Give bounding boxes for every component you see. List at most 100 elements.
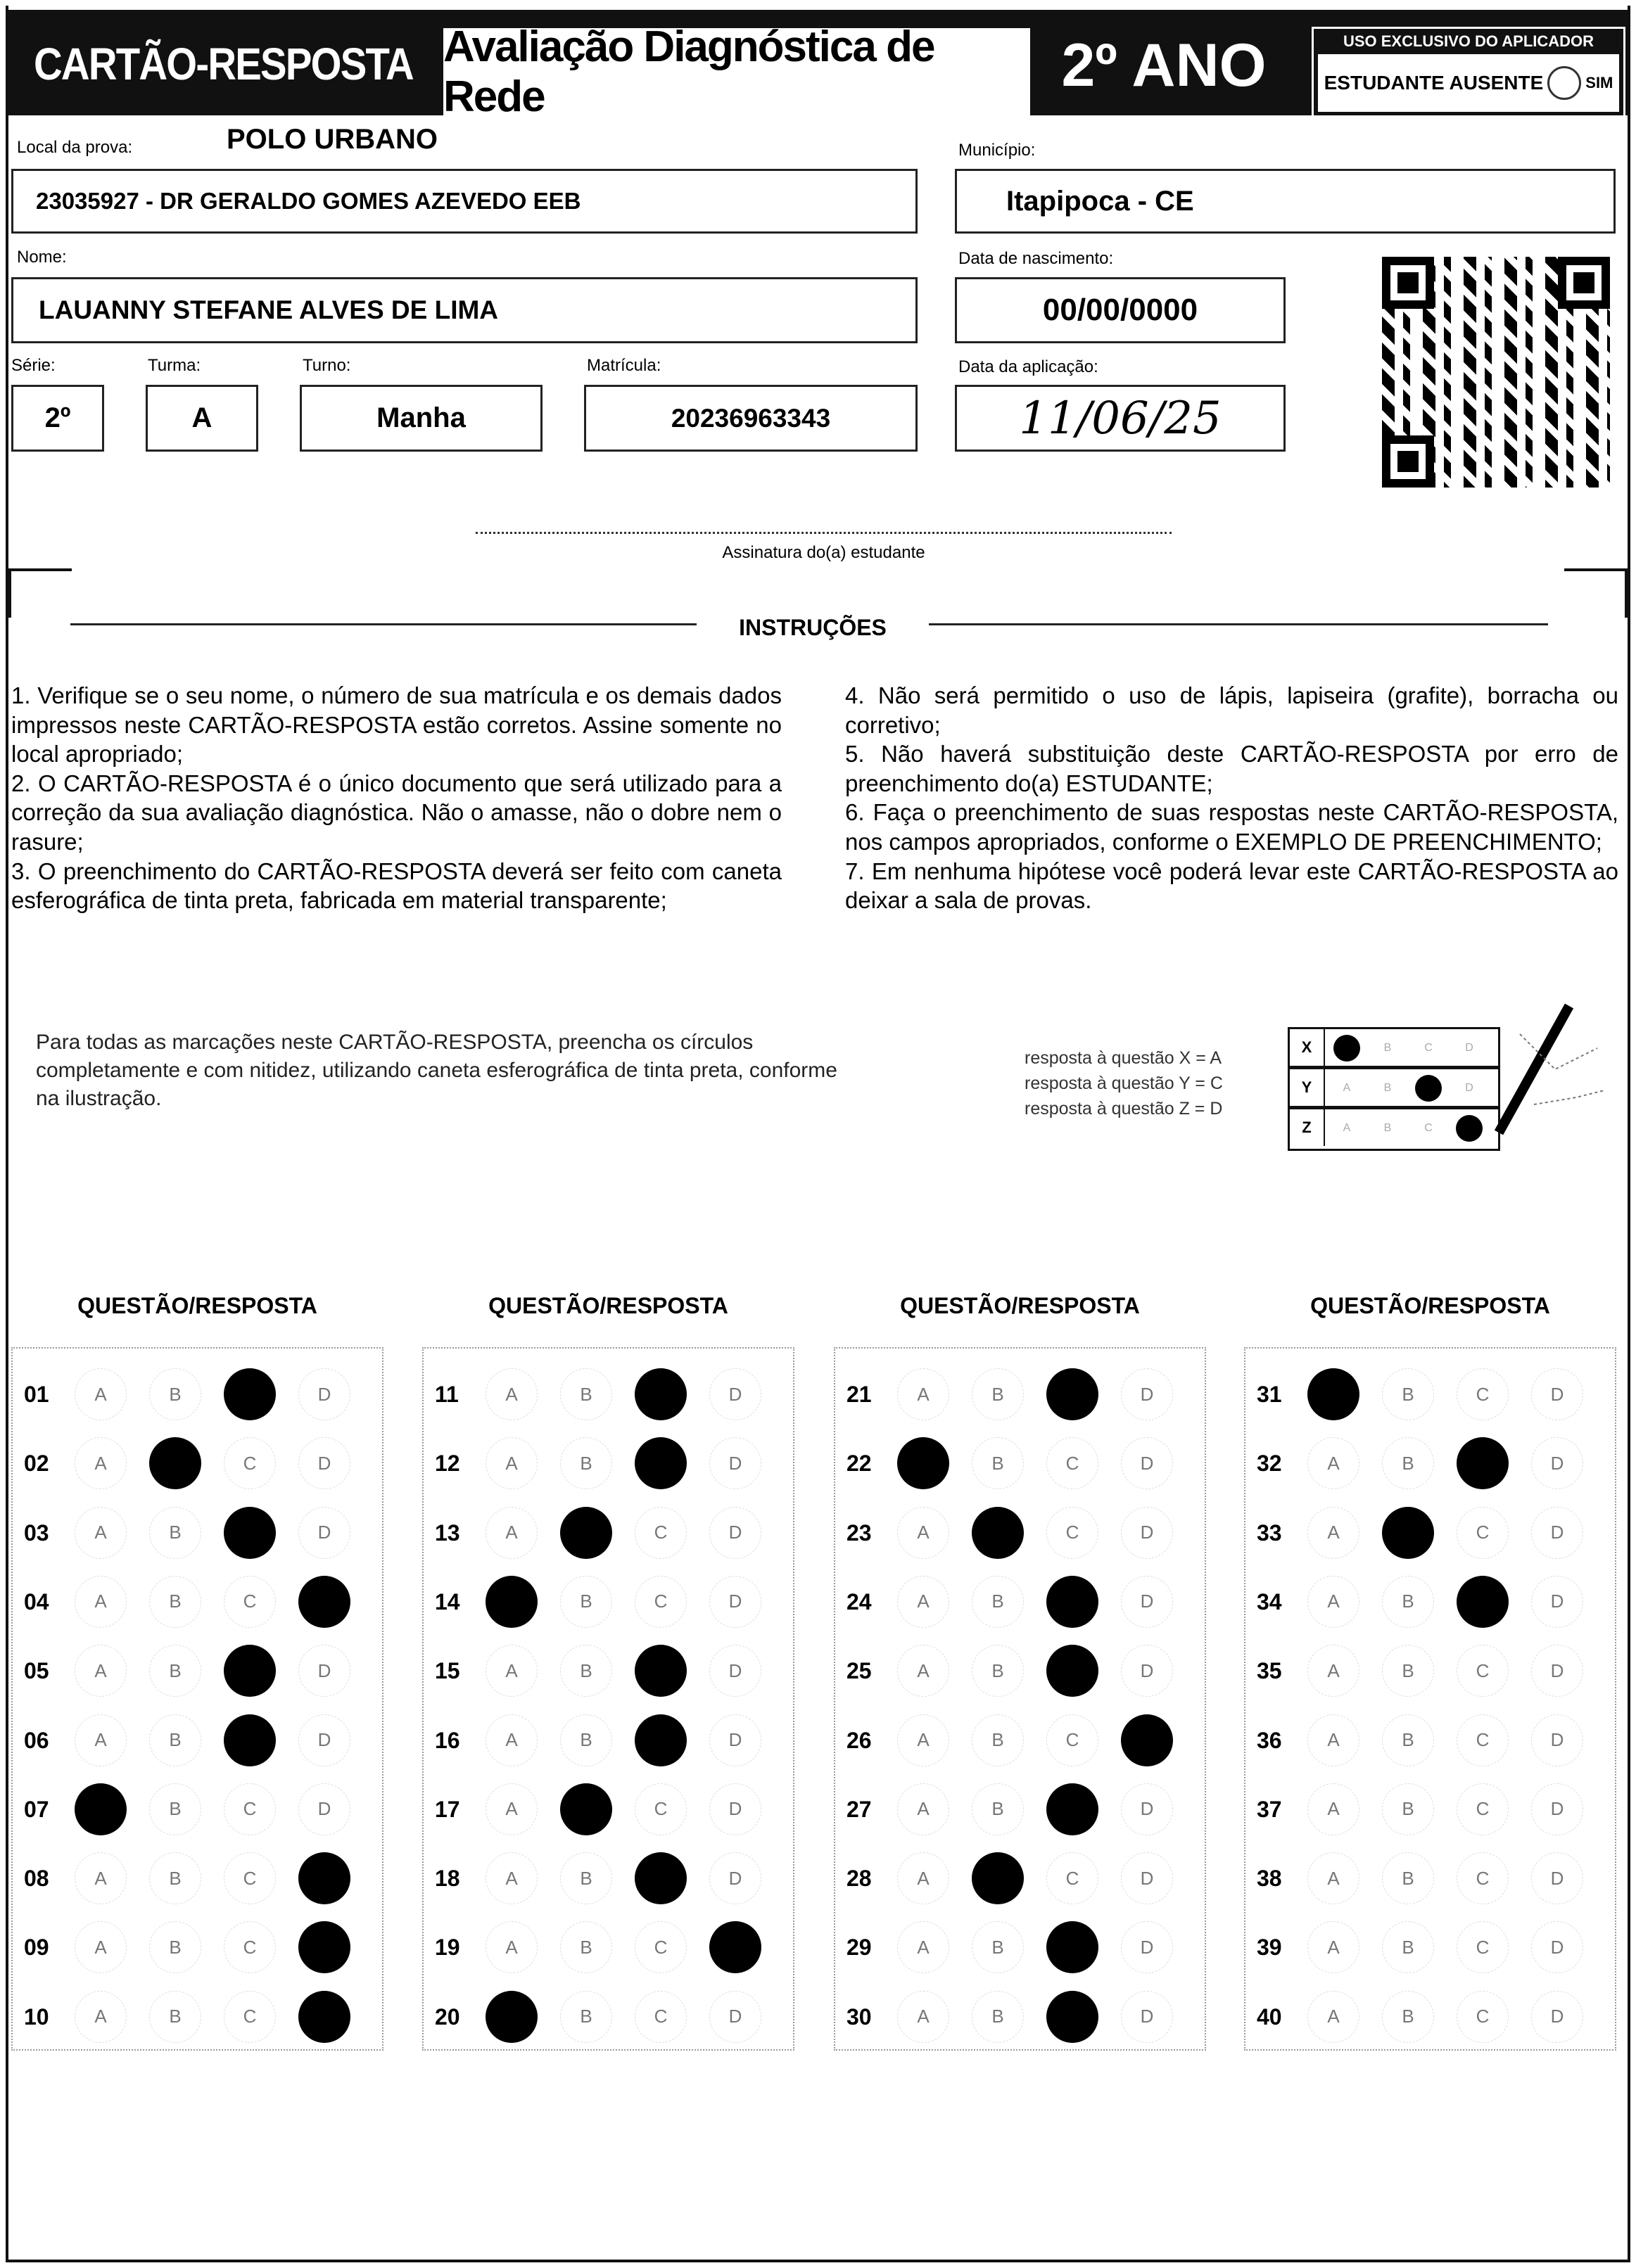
answer-bubble-23-C[interactable]: C xyxy=(1046,1506,1098,1559)
answer-bubble-38-A[interactable]: A xyxy=(1307,1852,1359,1905)
answer-bubble-30-B[interactable]: B xyxy=(972,1990,1024,2043)
answer-bubble-07-A[interactable]: A xyxy=(75,1783,127,1835)
answer-bubble-34-A[interactable]: A xyxy=(1307,1575,1359,1628)
answer-bubble-26-B[interactable]: B xyxy=(972,1714,1024,1766)
answer-bubble-17-D[interactable]: D xyxy=(709,1783,761,1835)
answer-bubble-12-D[interactable]: D xyxy=(709,1437,761,1490)
answer-bubble-33-D[interactable]: D xyxy=(1531,1506,1583,1559)
answer-bubble-24-D[interactable]: D xyxy=(1121,1575,1173,1628)
answer-bubble-26-C[interactable]: C xyxy=(1046,1714,1098,1766)
answer-bubble-36-D[interactable]: D xyxy=(1531,1714,1583,1766)
answer-bubble-37-C[interactable]: C xyxy=(1457,1783,1509,1835)
answer-bubble-17-A[interactable]: A xyxy=(486,1783,538,1835)
answer-bubble-10-C[interactable]: C xyxy=(224,1990,276,2043)
answer-bubble-11-B[interactable]: B xyxy=(560,1368,612,1420)
answer-bubble-06-A[interactable]: A xyxy=(75,1714,127,1766)
answer-bubble-16-B[interactable]: B xyxy=(560,1714,612,1766)
answer-bubble-11-D[interactable]: D xyxy=(709,1368,761,1420)
answer-bubble-04-D[interactable]: D xyxy=(298,1575,350,1628)
answer-bubble-30-A[interactable]: A xyxy=(897,1990,949,2043)
answer-bubble-35-C[interactable]: C xyxy=(1457,1645,1509,1697)
answer-bubble-12-C[interactable]: C xyxy=(635,1437,687,1490)
answer-bubble-40-C[interactable]: C xyxy=(1457,1990,1509,2043)
answer-bubble-24-A[interactable]: A xyxy=(897,1575,949,1628)
answer-bubble-39-D[interactable]: D xyxy=(1531,1921,1583,1974)
answer-bubble-24-B[interactable]: B xyxy=(972,1575,1024,1628)
answer-bubble-38-D[interactable]: D xyxy=(1531,1852,1583,1905)
answer-bubble-01-A[interactable]: A xyxy=(75,1368,127,1420)
answer-bubble-21-D[interactable]: D xyxy=(1121,1368,1173,1420)
answer-bubble-09-D[interactable]: D xyxy=(298,1921,350,1974)
answer-bubble-02-B[interactable]: B xyxy=(149,1437,201,1490)
answer-bubble-32-A[interactable]: A xyxy=(1307,1437,1359,1490)
answer-bubble-15-A[interactable]: A xyxy=(486,1645,538,1697)
answer-bubble-19-A[interactable]: A xyxy=(486,1921,538,1974)
answer-bubble-29-A[interactable]: A xyxy=(897,1921,949,1974)
answer-bubble-06-D[interactable]: D xyxy=(298,1714,350,1766)
answer-bubble-25-A[interactable]: A xyxy=(897,1645,949,1697)
answer-bubble-23-A[interactable]: A xyxy=(897,1506,949,1559)
answer-bubble-32-C[interactable]: C xyxy=(1457,1437,1509,1490)
answer-bubble-06-B[interactable]: B xyxy=(149,1714,201,1766)
answer-bubble-04-B[interactable]: B xyxy=(149,1575,201,1628)
answer-bubble-08-D[interactable]: D xyxy=(298,1852,350,1905)
answer-bubble-15-D[interactable]: D xyxy=(709,1645,761,1697)
answer-bubble-35-B[interactable]: B xyxy=(1382,1645,1434,1697)
answer-bubble-33-B[interactable]: B xyxy=(1382,1506,1434,1559)
answer-bubble-31-C[interactable]: C xyxy=(1457,1368,1509,1420)
answer-bubble-27-B[interactable]: B xyxy=(972,1783,1024,1835)
answer-bubble-28-C[interactable]: C xyxy=(1046,1852,1098,1905)
answer-bubble-35-D[interactable]: D xyxy=(1531,1645,1583,1697)
answer-bubble-05-A[interactable]: A xyxy=(75,1645,127,1697)
answer-bubble-36-A[interactable]: A xyxy=(1307,1714,1359,1766)
answer-bubble-02-D[interactable]: D xyxy=(298,1437,350,1490)
answer-bubble-11-C[interactable]: C xyxy=(635,1368,687,1420)
answer-bubble-15-C[interactable]: C xyxy=(635,1645,687,1697)
answer-bubble-10-B[interactable]: B xyxy=(149,1990,201,2043)
answer-bubble-30-C[interactable]: C xyxy=(1046,1990,1098,2043)
answer-bubble-34-B[interactable]: B xyxy=(1382,1575,1434,1628)
answer-bubble-30-D[interactable]: D xyxy=(1121,1990,1173,2043)
answer-bubble-32-D[interactable]: D xyxy=(1531,1437,1583,1490)
answer-bubble-18-C[interactable]: C xyxy=(635,1852,687,1905)
answer-bubble-14-A[interactable]: A xyxy=(486,1575,538,1628)
answer-bubble-23-B[interactable]: B xyxy=(972,1506,1024,1559)
answer-bubble-16-D[interactable]: D xyxy=(709,1714,761,1766)
answer-bubble-35-A[interactable]: A xyxy=(1307,1645,1359,1697)
answer-bubble-05-D[interactable]: D xyxy=(298,1645,350,1697)
answer-bubble-40-A[interactable]: A xyxy=(1307,1990,1359,2043)
answer-bubble-39-A[interactable]: A xyxy=(1307,1921,1359,1974)
answer-bubble-20-C[interactable]: C xyxy=(635,1990,687,2043)
answer-bubble-08-A[interactable]: A xyxy=(75,1852,127,1905)
answer-bubble-23-D[interactable]: D xyxy=(1121,1506,1173,1559)
answer-bubble-37-D[interactable]: D xyxy=(1531,1783,1583,1835)
answer-bubble-01-B[interactable]: B xyxy=(149,1368,201,1420)
answer-bubble-27-C[interactable]: C xyxy=(1046,1783,1098,1835)
answer-bubble-29-B[interactable]: B xyxy=(972,1921,1024,1974)
answer-bubble-38-B[interactable]: B xyxy=(1382,1852,1434,1905)
answer-bubble-20-B[interactable]: B xyxy=(560,1990,612,2043)
answer-bubble-39-B[interactable]: B xyxy=(1382,1921,1434,1974)
answer-bubble-10-D[interactable]: D xyxy=(298,1990,350,2043)
answer-bubble-08-C[interactable]: C xyxy=(224,1852,276,1905)
answer-bubble-18-B[interactable]: B xyxy=(560,1852,612,1905)
answer-bubble-14-B[interactable]: B xyxy=(560,1575,612,1628)
answer-bubble-31-D[interactable]: D xyxy=(1531,1368,1583,1420)
answer-bubble-33-C[interactable]: C xyxy=(1457,1506,1509,1559)
answer-bubble-12-A[interactable]: A xyxy=(486,1437,538,1490)
answer-bubble-29-D[interactable]: D xyxy=(1121,1921,1173,1974)
answer-bubble-27-D[interactable]: D xyxy=(1121,1783,1173,1835)
answer-bubble-40-B[interactable]: B xyxy=(1382,1990,1434,2043)
answer-bubble-01-D[interactable]: D xyxy=(298,1368,350,1420)
answer-bubble-04-C[interactable]: C xyxy=(224,1575,276,1628)
answer-bubble-22-C[interactable]: C xyxy=(1046,1437,1098,1490)
answer-bubble-21-B[interactable]: B xyxy=(972,1368,1024,1420)
answer-bubble-27-A[interactable]: A xyxy=(897,1783,949,1835)
answer-bubble-10-A[interactable]: A xyxy=(75,1990,127,2043)
answer-bubble-22-A[interactable]: A xyxy=(897,1437,949,1490)
answer-bubble-34-D[interactable]: D xyxy=(1531,1575,1583,1628)
absent-bubble[interactable] xyxy=(1547,66,1582,100)
answer-bubble-12-B[interactable]: B xyxy=(560,1437,612,1490)
answer-bubble-09-A[interactable]: A xyxy=(75,1921,127,1974)
answer-bubble-02-C[interactable]: C xyxy=(224,1437,276,1490)
